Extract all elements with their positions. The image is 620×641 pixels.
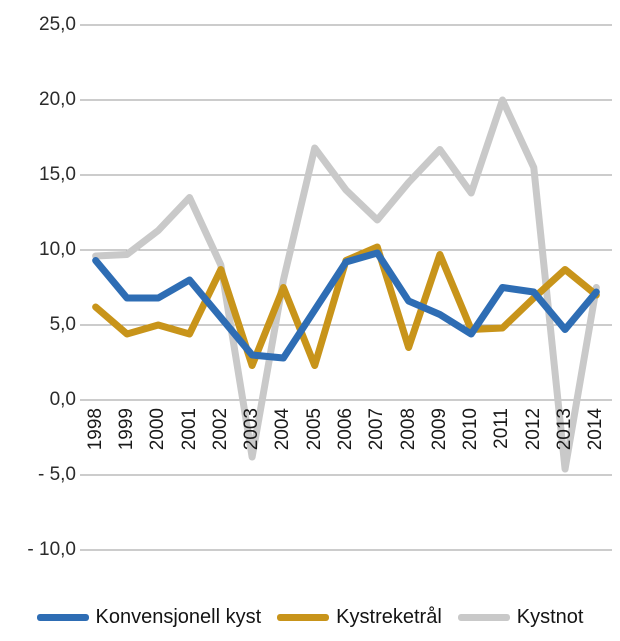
legend-swatch-icon	[36, 613, 89, 621]
x-tick-label: 2001	[178, 408, 200, 451]
x-tick-label: 2000	[147, 408, 169, 451]
legend-swatch-icon	[277, 613, 330, 621]
legend-item[interactable]: Kystreketrål	[277, 606, 442, 629]
y-tick-label: 15,0	[39, 164, 76, 185]
legend-label: Konvensjonell kyst	[95, 605, 262, 628]
x-tick-label: 2003	[241, 408, 263, 451]
x-tick-label: 2005	[303, 408, 325, 451]
x-tick-label: 2007	[366, 408, 388, 451]
legend-swatch-icon	[457, 613, 510, 621]
series-line	[92, 249, 600, 362]
y-tick-label: 10,0	[39, 239, 76, 260]
x-tick-label: 2008	[397, 408, 419, 451]
x-tick-label: 2012	[522, 408, 544, 451]
legend-label: Kystnot	[516, 605, 584, 628]
gridlines	[80, 24, 612, 551]
legend-item[interactable]: Konvensjonell kyst	[36, 605, 262, 629]
x-tick-label: 2006	[335, 408, 356, 451]
series-line	[92, 96, 600, 473]
y-tick-label: 25,0	[39, 14, 76, 35]
x-tick-label: 2004	[272, 408, 294, 451]
y-tick-label: - 5,0	[37, 464, 76, 485]
x-tick-label: 2014	[585, 408, 607, 451]
chart-legend: Konvensjonell kyst Kystreketrål Kystnot	[0, 600, 620, 634]
y-tick-label: - 10,0	[27, 539, 76, 560]
x-tick-label: 2009	[428, 408, 450, 451]
x-tick-label: 2013	[554, 408, 576, 451]
x-tick-label: 1998	[84, 408, 106, 451]
x-tick-label: 1999	[115, 408, 137, 451]
legend-label: Kystreketrål	[336, 605, 442, 628]
legend-item[interactable]: Kystnot	[457, 605, 584, 629]
series-lines	[92, 96, 600, 473]
x-tick-label: 2011	[491, 408, 513, 449]
x-tick-label: 2002	[209, 408, 231, 451]
y-tick-label: 20,0	[39, 89, 76, 110]
y-tick-label: 5,0	[49, 314, 76, 335]
x-tick-label: 2010	[460, 408, 482, 451]
y-tick-label: 0,0	[49, 389, 76, 410]
